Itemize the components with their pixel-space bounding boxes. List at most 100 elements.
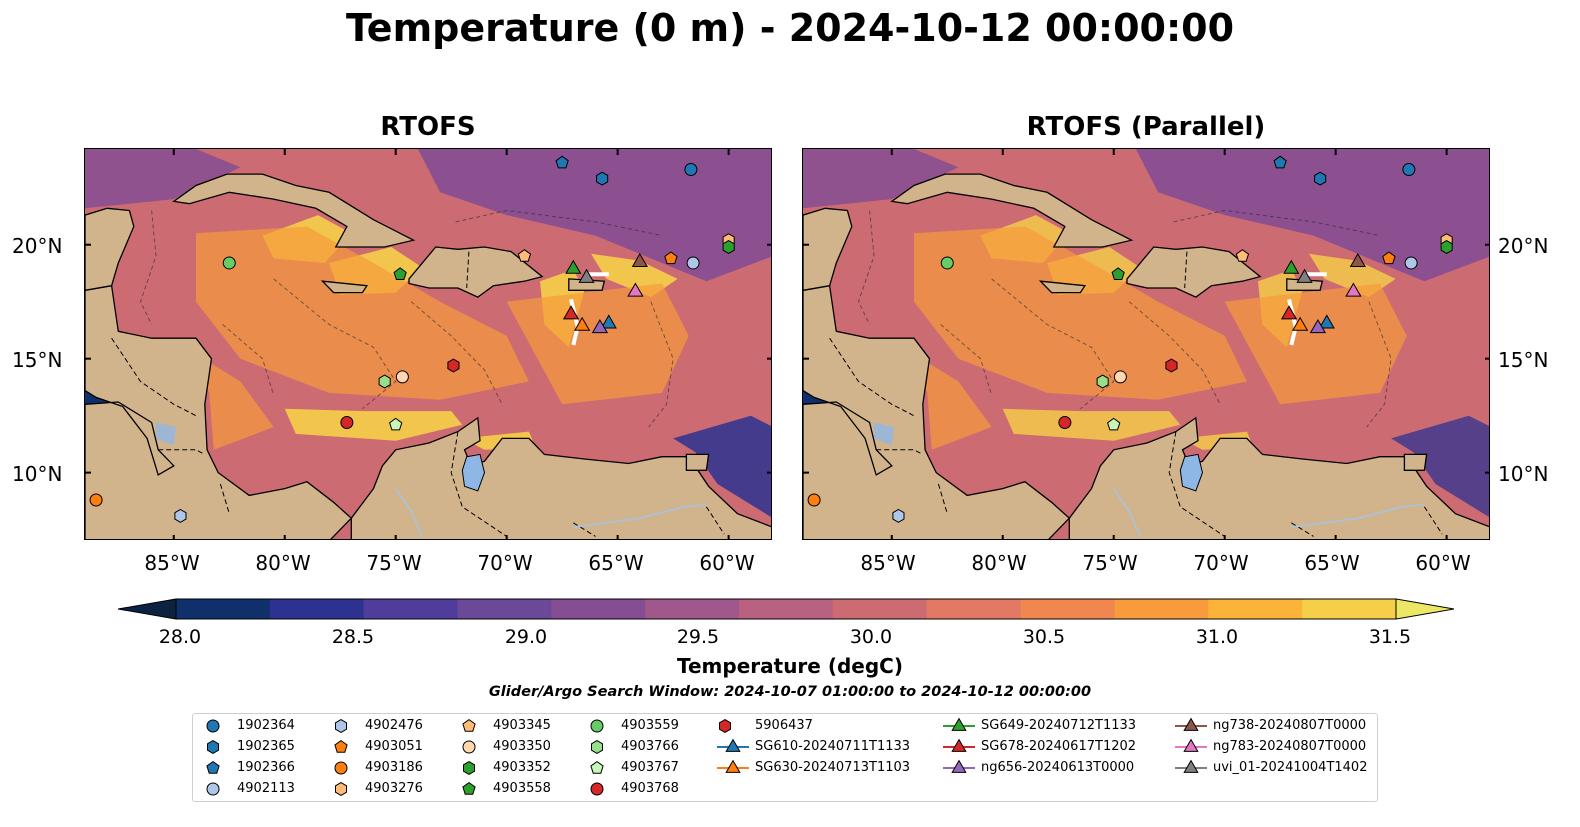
- float-marker-4902476-parallel: [892, 508, 905, 523]
- legend-marker-SG649-20240712T1133: [951, 717, 967, 731]
- float-marker-4902113-parallel: [1404, 256, 1418, 270]
- legend-label: ng783-20240807T0000: [1213, 739, 1367, 754]
- legend-swatch-ng783-20240807T0000: [1175, 738, 1207, 752]
- float-marker-4903766-rtofs: [378, 374, 391, 389]
- river-1-parallel: [1113, 488, 1142, 537]
- legend-marker-ng783-20240807T0000: [1183, 738, 1199, 752]
- legend-marker-4903559: [590, 719, 604, 733]
- hispaniola-island-parallel: [1126, 246, 1262, 298]
- float-marker-1902364-parallel: [1402, 163, 1416, 177]
- legend-marker-1902364: [206, 719, 220, 733]
- country-border-3-rtofs: [219, 483, 230, 514]
- country-border-1-rtofs: [111, 337, 197, 417]
- float-marker-5906437-rtofs: [447, 358, 460, 373]
- colorbar-swatch-8: [832, 599, 928, 619]
- legend-label: SG649-20240712T1133: [981, 718, 1137, 733]
- legend-label: ng738-20240807T0000: [1213, 718, 1367, 733]
- float-marker-4903558-rtofs: [393, 267, 407, 280]
- country-border-2-parallel: [876, 449, 924, 455]
- float-marker-4902476-rtofs: [174, 508, 187, 523]
- florida-yucatan-land-rtofs: [85, 207, 135, 291]
- float-marker-uvi_01-20241004T1402-parallel: [1296, 268, 1313, 283]
- legend-swatch-ng656-20240613T0000: [943, 759, 975, 773]
- country-border-4-rtofs: [450, 431, 507, 537]
- depth-contour-3-rtofs: [410, 301, 503, 405]
- colorbar-under-triangle: [117, 598, 177, 620]
- river-2-rtofs: [573, 503, 707, 529]
- depth-contour-4-rtofs: [648, 301, 674, 428]
- legend-label: 4903276: [365, 781, 423, 796]
- orinoco-cool-water-parallel: [1391, 415, 1489, 517]
- warm-water-patch-3-parallel: [1002, 408, 1181, 441]
- legend-swatch-SG630-20240713T1103: [717, 759, 749, 773]
- legend-marker-4903558: [462, 781, 476, 795]
- legend-label: 5906437: [755, 718, 813, 733]
- legend-swatch-4903767: [590, 760, 604, 774]
- colorbar-tick-29-0: 29.0: [504, 626, 548, 648]
- country-border-1-parallel: [829, 337, 915, 417]
- float-marker-SG610-20240711T1133-rtofs: [600, 314, 617, 329]
- legend-marker-1902366: [206, 760, 220, 774]
- float-marker-4903558-parallel: [1111, 267, 1125, 280]
- depth-contour-4-parallel: [1366, 301, 1392, 428]
- cool-water-gulf-rtofs: [85, 149, 241, 209]
- legend-marker-4902476: [335, 719, 347, 733]
- cool-water-atlantic-rtofs: [417, 149, 771, 282]
- legend-marker-ng738-20240807T0000: [1183, 717, 1199, 731]
- float-marker-SG649-20240712T1133-rtofs: [565, 259, 582, 274]
- map-panel-rtofs[interactable]: [84, 148, 772, 540]
- legend-label: 4903186: [365, 760, 423, 775]
- float-marker-4902113-rtofs: [686, 256, 700, 270]
- legend-swatch-SG678-20240617T1202: [943, 738, 975, 752]
- colorbar-swatch-4: [457, 599, 552, 619]
- colorbar-swatches: [117, 598, 1455, 620]
- float-marker-4903352-parallel: [1440, 240, 1453, 254]
- warmer-water-region-1-parallel: [914, 226, 1247, 400]
- legend-label: 4903345: [493, 718, 551, 733]
- float-marker-4903768-parallel: [1058, 415, 1072, 429]
- colorbar: [117, 598, 1455, 620]
- float-marker-4903350-rtofs: [395, 370, 409, 384]
- legend-swatch-4903768: [590, 782, 604, 796]
- map-panel-rtofs-parallel[interactable]: [802, 148, 1490, 540]
- trinidad-island-rtofs: [685, 453, 710, 471]
- float-marker-4903766-parallel: [1096, 374, 1109, 389]
- colorbar-swatch-6: [645, 599, 740, 619]
- float-marker-4903350-parallel: [1113, 370, 1127, 384]
- depth-contour-1-parallel: [857, 210, 875, 325]
- lake-nicaragua-rtofs: [156, 422, 176, 446]
- lon-tick-right-65w: 65°W: [1304, 551, 1360, 575]
- legend: 1902364 1902365 1902366 4902113 4902476 49030…: [192, 713, 1378, 802]
- cool-water-gulf-parallel: [803, 149, 959, 209]
- legend-marker-5906437: [719, 719, 731, 733]
- lat-tick-left-15n: 15°N: [12, 348, 63, 372]
- lat-tick-left-10n: 10°N: [12, 462, 63, 486]
- colorbar-over-triangle: [1395, 598, 1455, 620]
- legend-marker-4903276: [335, 782, 347, 796]
- lake-nicaragua-parallel: [874, 422, 894, 446]
- warmer-water-region-2-rtofs: [506, 283, 689, 405]
- colorbar-swatch-3: [363, 599, 459, 619]
- depth-contour-6-rtofs: [222, 324, 275, 396]
- legend-swatch-1902364: [206, 719, 220, 733]
- float-marker-4903559-rtofs: [222, 256, 236, 270]
- legend-label: SG678-20240617T1202: [981, 739, 1137, 754]
- depth-contour-2-rtofs: [273, 278, 397, 410]
- legend-marker-ng656-20240613T0000: [951, 759, 967, 773]
- colorbar-swatch-10: [1020, 599, 1115, 619]
- legend-label: 4903352: [493, 760, 551, 775]
- country-border-7-parallel: [1184, 251, 1188, 289]
- lake-maracaibo-parallel: [1179, 453, 1204, 492]
- lake-maracaibo-rtofs: [461, 453, 486, 492]
- legend-marker-4903051: [334, 739, 348, 753]
- legend-marker-4902113: [206, 782, 220, 796]
- depth-contour-5-parallel: [1173, 209, 1381, 237]
- country-border-3-parallel: [937, 483, 948, 514]
- colorbar-tick-29-5: 29.5: [676, 626, 720, 648]
- lat-tick-right-20n: 20°N: [1498, 234, 1549, 258]
- lat-tick-left-20n: 20°N: [12, 234, 63, 258]
- legend-label: 4903558: [493, 781, 551, 796]
- depth-contour-2-parallel: [991, 278, 1115, 410]
- legend-label: 1902366: [237, 760, 295, 775]
- float-marker-SG678-20240617T1202-parallel: [1280, 305, 1298, 320]
